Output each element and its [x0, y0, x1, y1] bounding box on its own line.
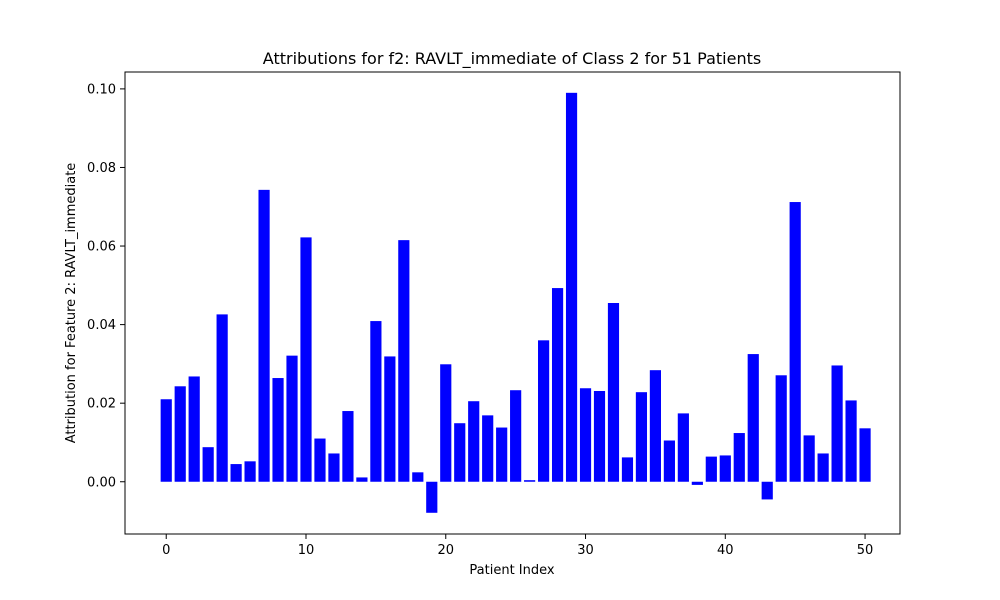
x-tick-label: 10 — [298, 543, 315, 558]
x-axis: 0 10 20 30 40 50 — [162, 534, 873, 558]
x-tick-label: 40 — [717, 543, 734, 558]
bar-patient-19 — [426, 481, 438, 513]
bar-patient-38 — [691, 481, 703, 485]
bar-patient-25 — [510, 390, 522, 482]
bar-patient-13 — [342, 411, 354, 482]
bar-patient-11 — [314, 438, 326, 482]
y-axis-title: Attribution for Feature 2: RAVLT_immedia… — [64, 163, 79, 444]
bar-patient-46 — [803, 435, 815, 482]
x-tick-label: 20 — [437, 543, 454, 558]
chart-title: Attributions for f2: RAVLT_immediate of … — [263, 49, 761, 69]
bar-patient-14 — [356, 477, 368, 482]
bar-patient-31 — [593, 391, 606, 482]
bar-patient-12 — [328, 453, 340, 482]
bar-patient-3 — [202, 447, 214, 482]
bar-patient-18 — [412, 472, 424, 482]
bar-patient-1 — [174, 386, 186, 482]
bar-patient-44 — [775, 375, 787, 482]
bar-patient-34 — [635, 392, 648, 482]
bar-patient-16 — [384, 356, 396, 482]
bar-patient-35 — [649, 370, 661, 482]
bar-patient-20 — [440, 364, 452, 482]
bar-patient-40 — [719, 455, 731, 482]
y-tick-label: 0.02 — [87, 397, 116, 412]
bar-patient-21 — [454, 423, 466, 482]
bar-patient-0 — [160, 399, 172, 482]
x-tick-label: 50 — [857, 543, 874, 558]
bar-patient-9 — [286, 355, 298, 482]
bar-patient-15 — [370, 321, 382, 482]
bar-patient-36 — [663, 440, 675, 482]
bar-patient-37 — [677, 413, 689, 482]
bar-patient-47 — [817, 453, 829, 482]
bar-patient-26 — [524, 480, 536, 482]
bar-patient-32 — [607, 303, 620, 482]
y-tick-label: 0.00 — [87, 475, 116, 490]
bar-patient-48 — [831, 365, 843, 482]
bars-group — [160, 92, 871, 513]
bar-patient-29 — [565, 92, 578, 482]
bar-patient-24 — [496, 427, 508, 482]
y-axis: 0.00 0.02 0.04 0.06 0.08 0.10 — [87, 82, 125, 490]
bar-patient-30 — [579, 388, 592, 482]
bar-patient-10 — [300, 237, 312, 482]
bar-patient-41 — [733, 433, 745, 482]
x-axis-title: Patient Index — [469, 563, 554, 578]
bar-patient-33 — [621, 457, 634, 482]
bar-patient-42 — [747, 354, 759, 482]
bar-patient-5 — [230, 464, 242, 482]
bar-patient-39 — [705, 456, 717, 482]
bar-patient-2 — [188, 376, 200, 482]
bar-patient-45 — [789, 202, 801, 482]
y-tick-label: 0.06 — [87, 240, 116, 255]
bar-patient-22 — [468, 401, 480, 482]
bar-patient-8 — [272, 378, 284, 482]
plot-frame — [124, 71, 901, 535]
y-tick-label: 0.04 — [87, 318, 116, 333]
bar-patient-7 — [258, 189, 270, 482]
bar-patient-27 — [538, 340, 550, 482]
bar-patient-4 — [216, 314, 228, 482]
bar-patient-6 — [244, 461, 256, 482]
x-tick-label: 30 — [577, 543, 594, 558]
y-tick-label: 0.10 — [87, 82, 116, 97]
bar-patient-43 — [761, 481, 773, 500]
x-tick-label: 0 — [162, 543, 170, 558]
bar-patient-17 — [398, 240, 410, 482]
bar-patient-50 — [859, 428, 871, 482]
bar-patient-49 — [845, 400, 857, 482]
bar-patient-23 — [482, 415, 494, 482]
y-tick-label: 0.08 — [87, 161, 116, 176]
bar-patient-28 — [551, 288, 564, 482]
